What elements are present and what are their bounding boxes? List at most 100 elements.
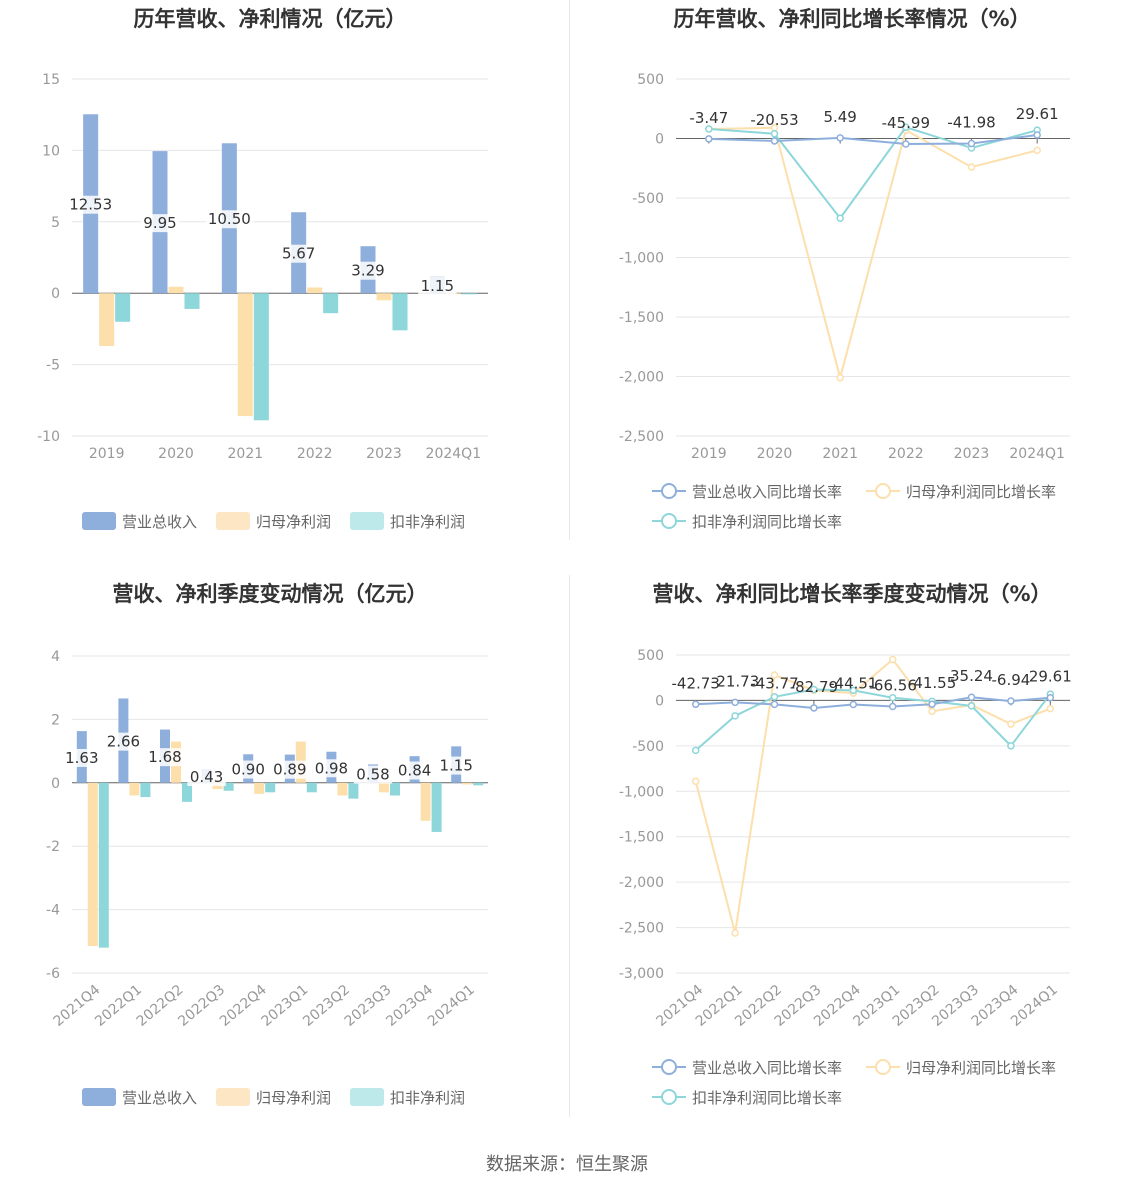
legend-marker <box>661 1059 677 1075</box>
legend-marker <box>875 483 891 499</box>
series-point <box>731 698 739 707</box>
bar-netprofit <box>307 287 323 294</box>
data-label: -41.55 <box>908 674 956 692</box>
data-label: -20.53 <box>750 111 798 129</box>
y-tick-label: 0 <box>51 286 60 302</box>
bar-deducted <box>184 293 200 309</box>
x-tick-label: 2024Q1 <box>425 982 478 1030</box>
series-point <box>849 686 858 695</box>
data-label: 1.68 <box>148 748 181 766</box>
series-point <box>836 373 844 382</box>
series-point <box>836 214 844 222</box>
series-point <box>770 700 779 709</box>
legend-label: 营业总收入 <box>122 513 197 531</box>
data-label-bg <box>104 732 143 751</box>
bar-deducted <box>140 782 151 798</box>
legend-label: 归母净利润同比增长率 <box>906 1059 1056 1077</box>
data-label-bg <box>312 759 351 778</box>
data-label: 10.50 <box>208 210 251 228</box>
series-point <box>888 655 897 664</box>
bar-netprofit <box>168 286 184 294</box>
data-label: 0.58 <box>356 766 389 784</box>
y-tick-label: -2 <box>46 839 60 855</box>
legend-label: 营业总收入同比增长率 <box>692 1059 842 1077</box>
x-tick-label: 2020 <box>757 446 793 462</box>
series-point <box>705 135 713 143</box>
legend-marker <box>875 1059 891 1075</box>
bar-deducted <box>253 293 269 421</box>
series-point <box>691 700 700 709</box>
y-tick-label: -1,500 <box>619 830 664 846</box>
bar-deducted <box>473 782 484 786</box>
bar-deducted <box>223 782 234 791</box>
data-label-bg <box>279 244 318 263</box>
data-label: 1.15 <box>439 757 472 775</box>
data-label: 0.98 <box>315 759 348 777</box>
y-tick-label: -1,000 <box>619 251 664 267</box>
data-label: -42.73 <box>672 674 720 692</box>
data-label: -41.98 <box>947 113 995 131</box>
data-label: 0.84 <box>398 761 431 779</box>
series-point <box>967 139 976 148</box>
y-tick-label: -4 <box>46 903 60 919</box>
series-point <box>770 137 779 145</box>
vertical-divider-top <box>569 0 570 540</box>
data-label: -44.51 <box>829 674 877 692</box>
chart-title: 营收、净利同比增长率季度变动情况（%） <box>652 582 1051 606</box>
y-tick-label: -6 <box>46 966 60 982</box>
chart-title: 历年营收、净利同比增长率情况（%） <box>673 7 1030 31</box>
series-line-deducted <box>695 688 1052 752</box>
series-point <box>810 685 818 694</box>
legend-label: 营业总收入同比增长率 <box>692 483 842 501</box>
bar-deducted <box>348 782 359 799</box>
bar-deducted <box>392 293 408 331</box>
bar-netprofit <box>420 782 431 821</box>
y-tick-label: 0 <box>51 776 60 792</box>
series-point <box>967 163 976 171</box>
data-label-bg <box>67 195 115 214</box>
bar-deducted <box>431 782 442 832</box>
data-label: 12.53 <box>69 196 112 214</box>
series-line-netprofit <box>694 658 1051 934</box>
y-tick-label: 0 <box>655 132 664 148</box>
y-tick-label: 5 <box>51 215 60 231</box>
series-line-netprofit <box>708 126 1038 382</box>
data-label-bg <box>229 760 268 779</box>
quarterly-growth-rate-chart: 营收、净利同比增长率季度变动情况（%） 500 0 -500 -1,000 -1,500 -… <box>619 582 1072 1107</box>
series-point <box>770 671 779 679</box>
x-tick-label: 2021 <box>228 446 264 462</box>
bar-netprofit <box>379 782 389 793</box>
series-point <box>691 777 700 786</box>
x-tick-label: 2022 <box>888 446 924 462</box>
data-label-bg <box>437 756 476 775</box>
bar-netprofit <box>462 782 473 785</box>
legend-label: 扣非净利润 <box>390 1089 465 1107</box>
data-label: 9.95 <box>143 214 176 232</box>
series-point <box>888 702 897 711</box>
series-point <box>902 140 910 148</box>
series-point <box>849 700 858 709</box>
x-tick-label: 2023 <box>954 446 990 462</box>
series-line-revenue <box>695 696 1051 709</box>
data-label: 1.15 <box>421 277 454 295</box>
data-label: -66.56 <box>869 676 917 694</box>
series-point <box>1046 704 1055 713</box>
data-label: 3.29 <box>351 262 384 280</box>
series-point <box>1033 146 1041 155</box>
x-tick-label: 2023 <box>366 446 402 462</box>
y-tick-label: 500 <box>637 72 664 88</box>
data-label: -43.77 <box>750 674 798 692</box>
x-tick-label: 2020 <box>158 446 194 462</box>
data-label: -3.47 <box>689 109 728 127</box>
legend-swatch <box>82 1088 116 1106</box>
y-tick-label: 15 <box>42 72 60 88</box>
bar-deducted <box>306 782 317 793</box>
quarterly-revenue-profit-chart: 营收、净利季度变动情况（亿元）420-2-4-62021Q41.632022Q1… <box>46 582 488 1107</box>
series-point <box>770 129 779 138</box>
legend-marker <box>661 513 677 529</box>
legend-swatch <box>216 1088 250 1106</box>
series-point <box>691 746 700 755</box>
series-point <box>810 704 818 712</box>
y-tick-label: -1,000 <box>619 784 664 800</box>
legend-marker <box>661 483 677 499</box>
